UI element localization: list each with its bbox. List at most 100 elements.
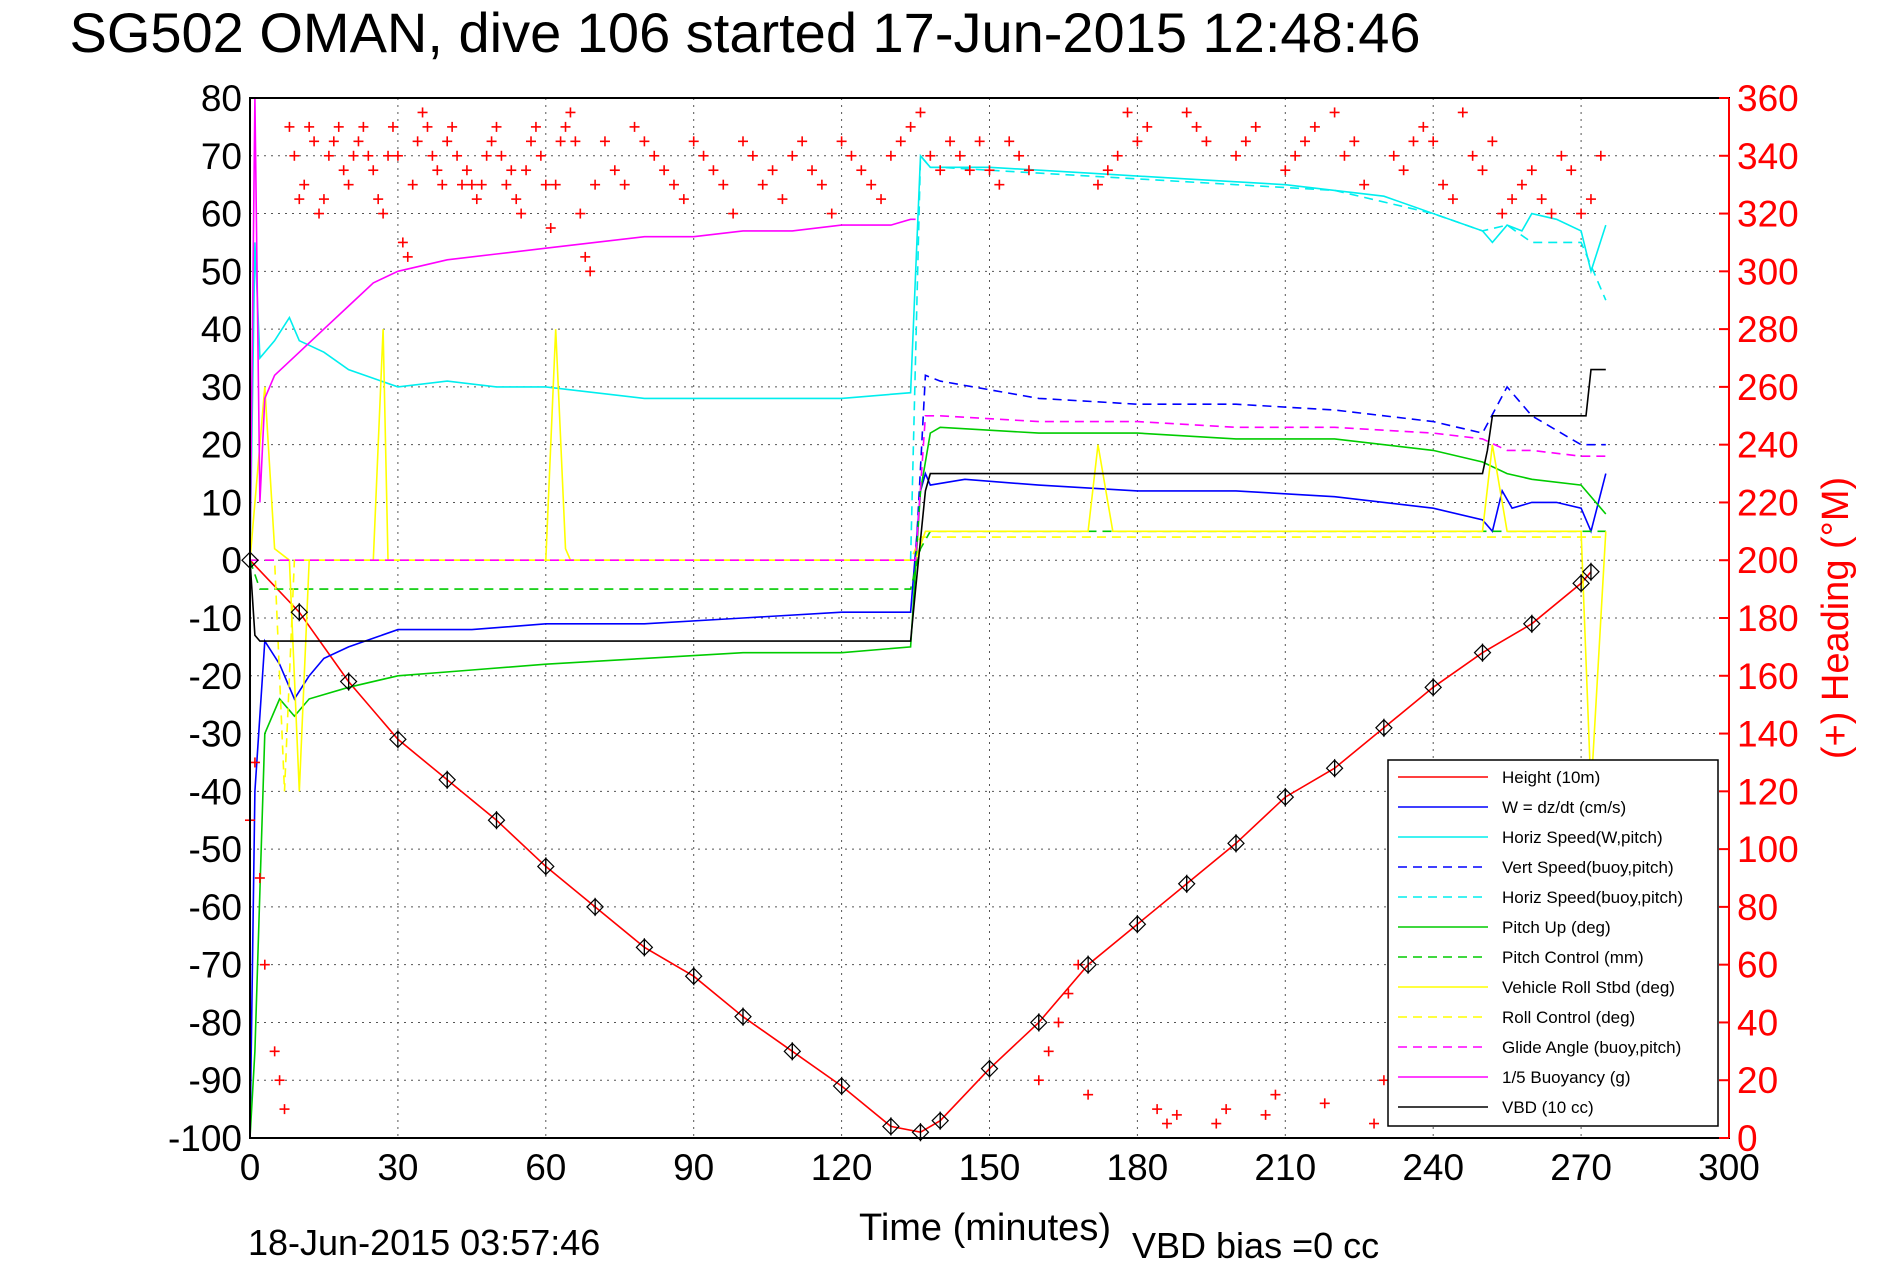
heading-marker xyxy=(698,150,709,161)
heading-marker xyxy=(1152,1104,1163,1115)
heading-marker xyxy=(1369,1118,1380,1129)
heading-marker xyxy=(471,194,482,205)
legend-entry-label: Vert Speed(buoy,pitch) xyxy=(1502,858,1674,877)
heading-marker xyxy=(1300,136,1311,147)
depth-marker xyxy=(1177,874,1188,894)
heading-marker xyxy=(535,150,546,161)
depth-marker xyxy=(397,729,407,749)
depth-marker xyxy=(1128,914,1139,934)
chart-title: SG502 OMAN, dive 106 started 17-Jun-2015… xyxy=(69,1,1420,64)
heading-marker xyxy=(1447,194,1458,205)
heading-marker xyxy=(1339,150,1350,161)
heading-marker xyxy=(456,179,467,190)
heading-marker xyxy=(486,136,497,147)
heading-marker xyxy=(511,194,522,205)
depth-marker xyxy=(890,1116,900,1136)
y2-tick-label: 340 xyxy=(1737,136,1799,177)
heading-marker xyxy=(323,150,334,161)
heading-marker xyxy=(1063,988,1074,999)
heading-marker xyxy=(954,150,965,161)
heading-marker xyxy=(590,179,601,190)
heading-marker xyxy=(269,1046,280,1057)
heading-marker xyxy=(496,150,507,161)
heading-marker xyxy=(777,194,788,205)
heading-marker xyxy=(1102,165,1113,176)
heading-marker xyxy=(619,179,630,190)
heading-marker xyxy=(318,194,329,205)
y2-tick-label: 0 xyxy=(1737,1118,1758,1159)
series-line-10 xyxy=(249,97,916,561)
heading-markers xyxy=(245,107,1606,1129)
heading-marker xyxy=(560,121,571,132)
heading-marker xyxy=(1260,1109,1271,1120)
depth-marker xyxy=(495,810,506,830)
heading-marker xyxy=(476,179,487,190)
depth-marker xyxy=(1522,614,1533,634)
heading-marker xyxy=(530,121,541,132)
heading-marker xyxy=(876,194,887,205)
heading-marker xyxy=(299,179,310,190)
legend-entry-label: Vehicle Roll Stbd (deg) xyxy=(1502,978,1675,997)
legend-entry-label: Glide Angle (buoy,pitch) xyxy=(1502,1038,1681,1057)
y-tick-label: -40 xyxy=(189,771,242,812)
y2-tick-label: 120 xyxy=(1737,771,1799,812)
heading-marker xyxy=(659,165,670,176)
y2-tick-label: 40 xyxy=(1737,1002,1778,1043)
x-tick-label: 240 xyxy=(1402,1147,1464,1188)
series-line-4 xyxy=(909,153,1607,561)
heading-marker xyxy=(1211,1118,1222,1129)
heading-marker xyxy=(787,150,798,161)
heading-marker xyxy=(1023,165,1034,176)
y-tick-label: -20 xyxy=(189,656,242,697)
heading-marker xyxy=(1171,1109,1182,1120)
heading-marker xyxy=(284,121,295,132)
heading-marker xyxy=(807,165,818,176)
heading-marker xyxy=(1467,150,1478,161)
legend-entry-label: VBD (10 cc) xyxy=(1502,1098,1594,1117)
heading-marker xyxy=(738,136,748,147)
heading-marker xyxy=(565,107,576,118)
heading-marker xyxy=(1191,121,1202,132)
heading-marker xyxy=(816,179,827,190)
series-line-0 xyxy=(249,559,1592,1134)
depth-marker xyxy=(545,856,555,876)
y-tick-label: 60 xyxy=(201,194,242,235)
depth-marker xyxy=(931,1111,941,1131)
y-tick-label: -90 xyxy=(189,1060,242,1101)
depth-marker xyxy=(1029,1012,1040,1032)
heading-marker xyxy=(309,136,320,147)
heading-marker xyxy=(629,121,640,132)
x-tick-label: 30 xyxy=(377,1147,418,1188)
y2-tick-label: 360 xyxy=(1737,78,1799,119)
heading-marker xyxy=(718,179,729,190)
heading-marker xyxy=(885,150,896,161)
legend-entry-label: Roll Control (deg) xyxy=(1502,1008,1635,1027)
heading-marker xyxy=(338,165,349,176)
heading-marker xyxy=(1487,136,1498,147)
series-line-3 xyxy=(914,374,1606,561)
y-tick-label: 30 xyxy=(201,367,242,408)
heading-marker xyxy=(1083,1089,1094,1100)
x-tick-label: 180 xyxy=(1107,1147,1169,1188)
heading-marker xyxy=(526,136,537,147)
y2-tick-label: 320 xyxy=(1737,194,1799,235)
heading-marker xyxy=(1526,165,1537,176)
heading-marker xyxy=(575,208,586,219)
y-tick-label: -10 xyxy=(189,598,242,639)
legend-entry-label: Pitch Up (deg) xyxy=(1502,918,1611,937)
depth-marker xyxy=(1325,758,1336,778)
series-line-8 xyxy=(250,536,1606,792)
y2-tick-label: 260 xyxy=(1737,367,1799,408)
y-tick-labels: 80 70 60 50 40 30 20 10 0 -10 -20 -30 -40 -50 -60 -70 -8… xyxy=(168,78,242,1159)
heading-marker xyxy=(1250,121,1261,132)
y-tick-label: -100 xyxy=(168,1118,242,1159)
heading-marker xyxy=(1398,165,1409,176)
depth-marker xyxy=(298,602,309,622)
y-tick-label: -70 xyxy=(189,945,242,986)
y-tick-label: 80 xyxy=(201,78,242,119)
y-tick-label: -50 xyxy=(189,829,242,870)
heading-marker xyxy=(895,136,906,147)
heading-marker xyxy=(1092,179,1103,190)
y2-axis-label: (+) Heading (°M) xyxy=(1815,477,1857,759)
depth-marker xyxy=(1572,573,1582,593)
